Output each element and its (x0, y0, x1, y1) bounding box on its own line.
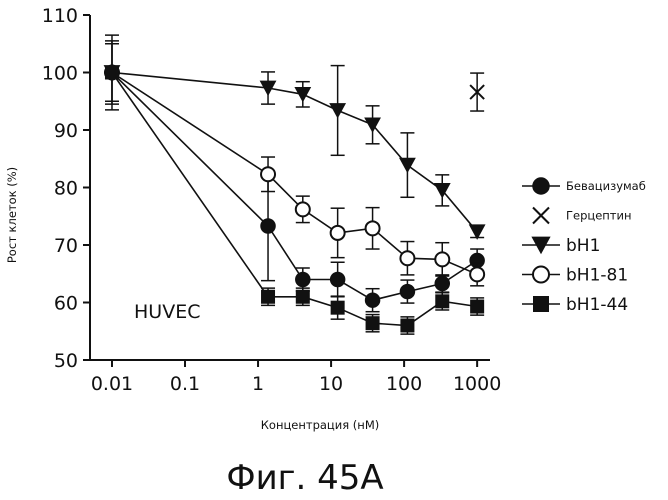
marker-open-circle (364, 220, 381, 237)
legend-label: Герцептин (566, 209, 632, 223)
marker-open-circle (469, 266, 486, 283)
marker-filled-triangle-down (329, 103, 347, 119)
marker-filled-triangle-down (468, 224, 486, 240)
x-tick-label: 1000 (453, 373, 501, 395)
marker-filled-circle (532, 177, 550, 195)
legend-item-1: Герцептин (532, 206, 632, 225)
figure-caption: Фиг. 45A (226, 458, 383, 498)
marker-filled-square (365, 316, 380, 331)
y-tick-label: 110 (42, 5, 78, 27)
legend-label: Бевацизумаб (566, 179, 646, 193)
x-tick-label: 10 (319, 373, 343, 395)
marker-filled-triangle-down (259, 80, 277, 97)
marker-filled-triangle-down (531, 236, 551, 255)
x-tick-label: 1 (252, 373, 264, 395)
marker-filled-circle (295, 271, 311, 288)
marker-filled-square (533, 296, 549, 312)
series-layer (103, 34, 486, 335)
marker-filled-circle (329, 271, 346, 288)
marker-open-circle (434, 251, 451, 268)
legend-label: bH1-81 (566, 266, 628, 286)
marker-open-circle (329, 224, 346, 241)
y-tick-label: 100 (42, 63, 78, 85)
marker-filled-square (295, 289, 310, 304)
x-tick-label: 0.1 (170, 373, 200, 395)
marker-open-circle (260, 166, 277, 183)
annotation-huvec: HUVEC (134, 301, 200, 323)
series-line (111, 71, 478, 302)
x-tick-label: 0.01 (91, 373, 133, 395)
marker-x (532, 206, 550, 225)
marker-filled-square (435, 294, 450, 309)
legend-item-4: bH1-44 (522, 295, 628, 315)
x-tick-label: 100 (386, 373, 422, 395)
marker-filled-triangle-down (294, 87, 312, 103)
y-tick-label: 50 (54, 350, 78, 372)
series-1 (469, 72, 485, 112)
marker-filled-triangle-down (364, 117, 381, 133)
marker-filled-square (400, 318, 415, 333)
series-2 (103, 34, 486, 240)
y-tick-label: 60 (54, 293, 78, 315)
marker-x (469, 84, 485, 100)
legend-item-3: bH1-81 (522, 265, 628, 286)
legend: Бевацизумаб Герцептин bH1 bH1-81 bH1-44 (522, 177, 646, 315)
y-tick-label: 70 (54, 235, 78, 257)
y-axis-title: Рост клеток (%) (5, 167, 19, 263)
legend-item-2: bH1 (522, 236, 600, 256)
marker-filled-triangle-down (433, 183, 451, 199)
marker-filled-circle (260, 218, 276, 234)
y-tick-label: 90 (54, 120, 78, 142)
marker-filled-square (261, 289, 276, 304)
marker-filled-circle (399, 283, 416, 300)
marker-x-stroke (469, 84, 485, 100)
series-4 (104, 43, 485, 335)
marker-open-circle (532, 265, 550, 284)
marker-filled-square (470, 299, 485, 314)
marker-filled-circle (364, 292, 381, 308)
legend-label: bH1-44 (566, 295, 628, 315)
marker-filled-square (104, 65, 119, 80)
marker-filled-triangle-down (399, 157, 416, 174)
marker-filled-square (330, 300, 345, 315)
x-axis-title: Концентрация (нМ) (261, 418, 379, 432)
series-line (111, 71, 478, 276)
marker-x-stroke (532, 206, 550, 225)
marker-open-circle (294, 201, 311, 218)
series-0 (104, 64, 485, 313)
legend-item-0: Бевацизумаб (522, 177, 646, 195)
y-tick-label: 80 (54, 178, 78, 200)
marker-open-circle (399, 250, 416, 267)
legend-label: bH1 (566, 236, 600, 256)
marker-filled-circle (434, 275, 451, 292)
